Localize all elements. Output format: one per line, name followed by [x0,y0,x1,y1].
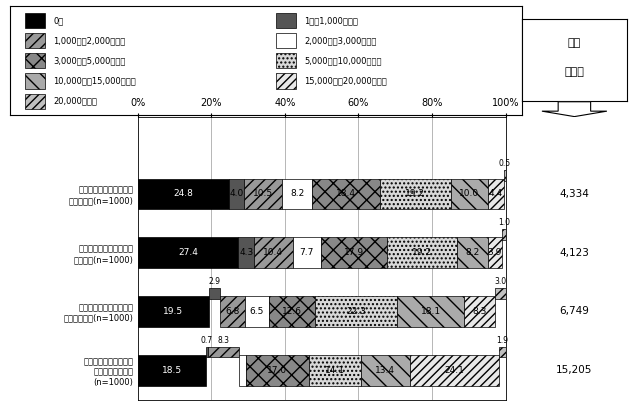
Text: 1.9: 1.9 [496,336,508,344]
Text: 4.0: 4.0 [229,190,243,198]
Bar [488,237,502,268]
Text: 15,000円以20,000円未満: 15,000円以20,000円未満 [304,77,387,85]
Bar [25,13,45,28]
Text: 8.2: 8.2 [465,248,479,257]
Bar [502,229,506,240]
Text: （円）: （円） [564,67,584,77]
Text: 15,205: 15,205 [556,365,593,375]
Bar [282,178,312,209]
Bar [397,296,464,327]
Text: 10,000円以15,000円未満: 10,000円以15,000円未満 [53,77,136,85]
Text: 19.2: 19.2 [412,248,432,257]
Bar [276,53,296,68]
Text: 0円: 0円 [53,16,63,25]
Text: 5,000円以10,000円未満: 5,000円以10,000円未満 [304,56,381,65]
Text: 3.0: 3.0 [494,277,506,286]
Bar [387,237,458,268]
Text: 12.6: 12.6 [282,307,302,316]
Text: 8.2: 8.2 [290,190,305,198]
Text: 17.9: 17.9 [344,248,364,257]
Bar [292,237,321,268]
Text: 18.5: 18.5 [161,366,182,375]
Text: 10.5: 10.5 [253,190,273,198]
Text: 24.1: 24.1 [444,366,464,375]
Bar [488,178,504,209]
Bar [244,178,282,209]
Text: 24.8: 24.8 [173,190,193,198]
Bar [205,347,208,357]
Bar [138,355,205,386]
Text: 3.9: 3.9 [488,248,502,257]
Text: 4,334: 4,334 [559,189,589,199]
Text: 4.3: 4.3 [239,248,253,257]
Bar [25,33,45,48]
Text: 10.4: 10.4 [264,248,284,257]
Bar [504,170,506,181]
Bar [138,178,229,209]
Bar [380,178,451,209]
Bar [246,355,308,386]
Text: 18.4: 18.4 [336,190,356,198]
Text: 4.4: 4.4 [488,190,503,198]
Bar [25,94,45,109]
Text: 20,000円以上: 20,000円以上 [53,97,97,105]
Text: 19.5: 19.5 [163,307,184,316]
Text: 平均: 平均 [568,38,581,48]
Text: 0.5: 0.5 [499,159,511,168]
Bar [239,355,246,386]
Bar [220,296,245,327]
Text: 18.1: 18.1 [420,307,441,316]
Bar [208,347,239,357]
Bar [245,296,269,327]
Text: 7.7: 7.7 [300,248,314,257]
Text: 19.2: 19.2 [406,190,426,198]
Bar [499,347,506,357]
Text: 2,000円以3,000円未満: 2,000円以3,000円未満 [304,36,376,45]
Bar [276,33,296,48]
Bar [138,237,239,268]
Text: 1円以1,000円未満: 1円以1,000円未満 [304,16,358,25]
Bar [276,13,296,28]
Bar [360,355,410,386]
Bar [25,53,45,68]
Bar [316,296,397,327]
Bar [276,73,296,89]
Text: 2.9: 2.9 [209,277,221,286]
Text: 3,000円以5,000円未満: 3,000円以5,000円未満 [53,56,125,65]
Bar [321,237,387,268]
Bar [269,296,316,327]
Bar [464,296,495,327]
Bar [209,288,220,299]
Text: 1.0: 1.0 [498,218,510,227]
Polygon shape [542,102,607,117]
Text: 6,749: 6,749 [559,307,589,316]
Bar [138,296,209,327]
Bar [254,237,292,268]
Bar [239,237,254,268]
Bar [25,73,45,89]
Text: 4,123: 4,123 [559,248,589,258]
Text: 22.3: 22.3 [346,307,366,316]
Text: 8.3: 8.3 [218,336,230,344]
Text: 17.0: 17.0 [268,366,287,375]
Bar [458,237,488,268]
Text: 6.8: 6.8 [225,307,240,316]
Bar [229,178,244,209]
Text: 14.1: 14.1 [324,366,345,375]
Bar [308,355,360,386]
Text: 13.4: 13.4 [375,366,396,375]
Text: 1,000円以2,000円未満: 1,000円以2,000円未満 [53,36,125,45]
Text: 0.7: 0.7 [201,336,213,344]
Bar [410,355,499,386]
Bar [312,178,380,209]
Text: 8.3: 8.3 [472,307,486,316]
Text: 27.4: 27.4 [178,248,198,257]
Bar [495,288,506,299]
Text: 10.0: 10.0 [459,190,479,198]
Bar [451,178,488,209]
Text: 6.5: 6.5 [250,307,264,316]
